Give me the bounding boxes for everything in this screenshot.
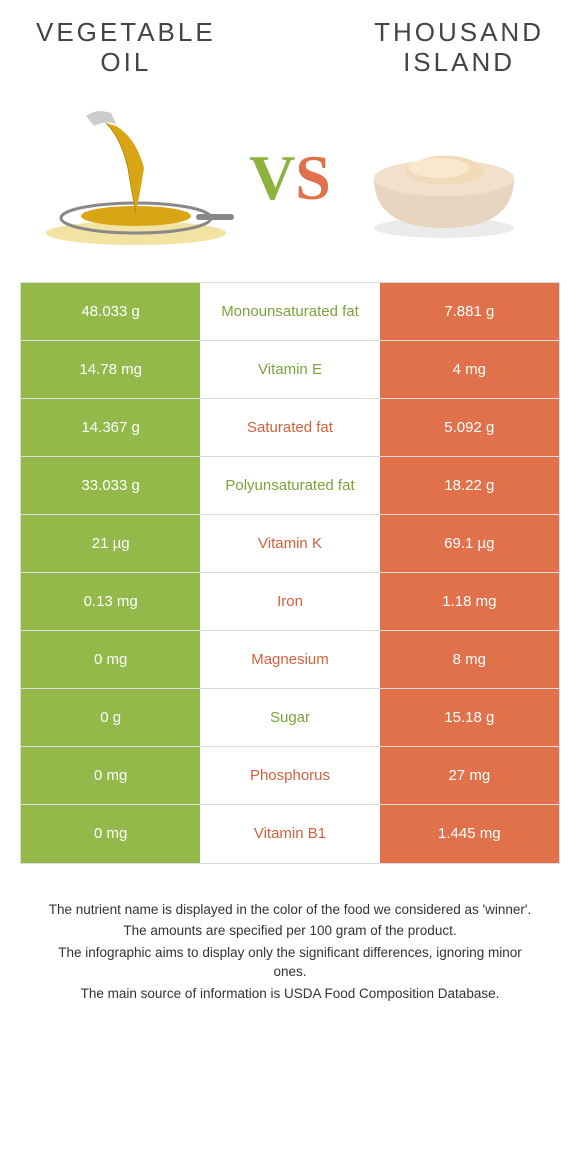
table-row: 33.033 gPolyunsaturated fat18.22 g — [21, 457, 559, 515]
title-left: VEGETABLE OIL — [36, 18, 216, 78]
cell-left-value: 0 mg — [21, 805, 200, 863]
food-image-left — [36, 98, 236, 258]
cell-left-value: 0 mg — [21, 747, 200, 804]
cell-nutrient-label: Monounsaturated fat — [200, 283, 379, 340]
footer-notes: The nutrient name is displayed in the co… — [0, 900, 580, 1004]
table-row: 14.78 mgVitamin E4 mg — [21, 341, 559, 399]
cell-nutrient-label: Magnesium — [200, 631, 379, 688]
cell-left-value: 21 µg — [21, 515, 200, 572]
table-row: 0 mgMagnesium8 mg — [21, 631, 559, 689]
cell-nutrient-label: Phosphorus — [200, 747, 379, 804]
cell-left-value: 0 mg — [21, 631, 200, 688]
cell-left-value: 33.033 g — [21, 457, 200, 514]
cell-left-value: 14.367 g — [21, 399, 200, 456]
cell-right-value: 15.18 g — [380, 689, 559, 746]
title-right: THOUSAND ISLAND — [374, 18, 544, 78]
cell-right-value: 4 mg — [380, 341, 559, 398]
food-image-right — [344, 98, 544, 258]
table-row: 0 gSugar15.18 g — [21, 689, 559, 747]
cell-right-value: 69.1 µg — [380, 515, 559, 572]
cell-right-value: 8 mg — [380, 631, 559, 688]
table-row: 0 mgPhosphorus27 mg — [21, 747, 559, 805]
vs-s: S — [295, 146, 331, 210]
cell-nutrient-label: Vitamin K — [200, 515, 379, 572]
hero-row: VS — [0, 98, 580, 282]
cell-right-value: 5.092 g — [380, 399, 559, 456]
cell-nutrient-label: Sugar — [200, 689, 379, 746]
comparison-table: 48.033 gMonounsaturated fat7.881 g14.78 … — [20, 282, 560, 864]
cell-right-value: 27 mg — [380, 747, 559, 804]
cell-right-value: 18.22 g — [380, 457, 559, 514]
cell-nutrient-label: Vitamin E — [200, 341, 379, 398]
cell-right-value: 1.445 mg — [380, 805, 559, 863]
table-row: 21 µgVitamin K69.1 µg — [21, 515, 559, 573]
cell-left-value: 14.78 mg — [21, 341, 200, 398]
title-row: VEGETABLE OIL THOUSAND ISLAND — [0, 18, 580, 78]
footer-line: The amounts are specified per 100 gram o… — [40, 921, 540, 941]
vs-label: VS — [249, 146, 331, 210]
table-row: 48.033 gMonounsaturated fat7.881 g — [21, 283, 559, 341]
footer-line: The nutrient name is displayed in the co… — [40, 900, 540, 920]
cell-nutrient-label: Saturated fat — [200, 399, 379, 456]
cell-nutrient-label: Polyunsaturated fat — [200, 457, 379, 514]
cell-nutrient-label: Vitamin B1 — [200, 805, 379, 863]
vs-v: V — [249, 146, 295, 210]
footer-line: The infographic aims to display only the… — [40, 943, 540, 982]
table-row: 0 mgVitamin B11.445 mg — [21, 805, 559, 863]
cell-left-value: 0.13 mg — [21, 573, 200, 630]
cell-left-value: 0 g — [21, 689, 200, 746]
footer-line: The main source of information is USDA F… — [40, 984, 540, 1004]
cell-right-value: 1.18 mg — [380, 573, 559, 630]
table-row: 0.13 mgIron1.18 mg — [21, 573, 559, 631]
infographic-root: VEGETABLE OIL THOUSAND ISLAND VS — [0, 0, 580, 1004]
cell-right-value: 7.881 g — [380, 283, 559, 340]
cell-nutrient-label: Iron — [200, 573, 379, 630]
table-row: 14.367 gSaturated fat5.092 g — [21, 399, 559, 457]
cell-left-value: 48.033 g — [21, 283, 200, 340]
